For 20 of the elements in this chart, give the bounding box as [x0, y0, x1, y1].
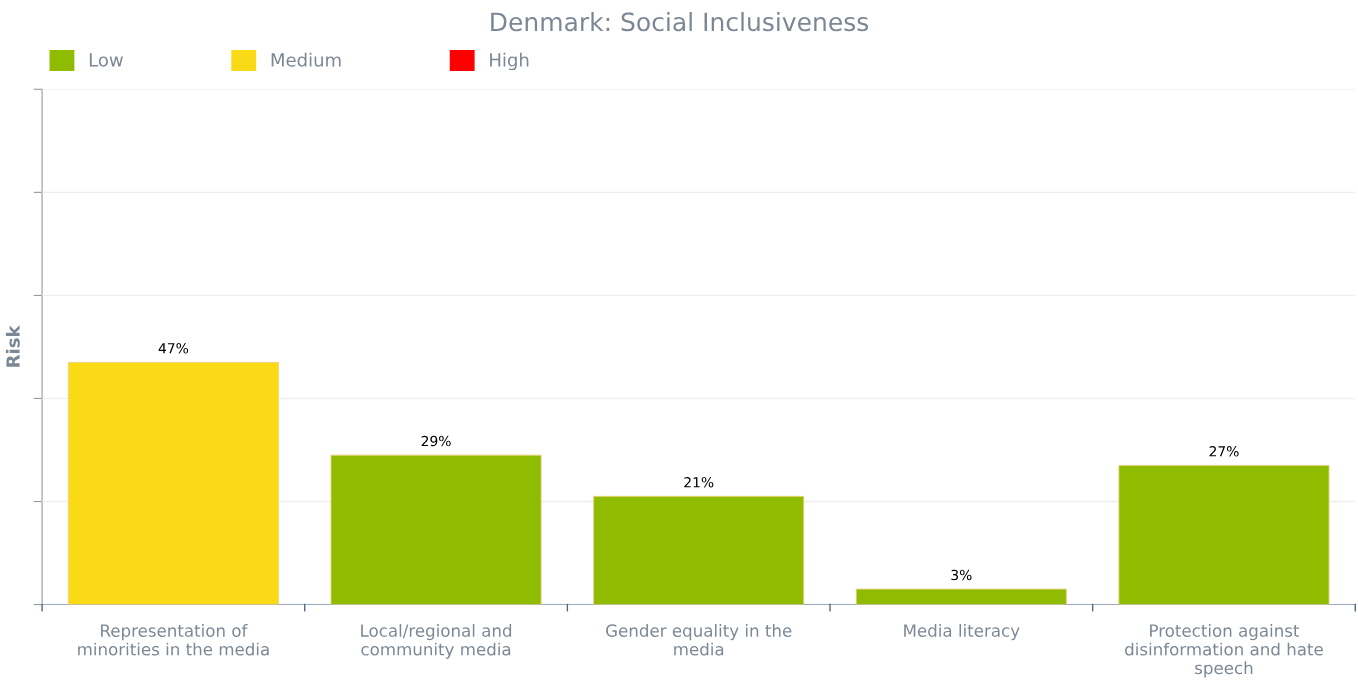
bar — [330, 454, 542, 605]
legend-label: Low — [89, 53, 123, 67]
x-tick-label: Representation of minorities in the media — [78, 624, 269, 656]
x-tick-label: Local/regional and community media — [361, 624, 512, 659]
chart-title: Denmark: Social Inclusiveness — [491, 11, 869, 32]
data-label: 47% — [158, 343, 189, 354]
bar — [1118, 465, 1330, 605]
x-tick-label: Gender equality in the media — [606, 624, 792, 656]
data-label: 27% — [1209, 446, 1239, 457]
bar — [855, 588, 1067, 605]
data-label: 21% — [684, 476, 714, 488]
legend-label: High — [490, 52, 529, 71]
bar — [67, 361, 279, 605]
bar — [593, 495, 805, 605]
data-label: 29% — [421, 435, 451, 447]
data-label: 3% — [951, 569, 972, 581]
legend-label: Medium — [271, 52, 341, 67]
x-tick-label: Protection against disinformation and hate speech — [1125, 624, 1323, 678]
x-tick-label: Media literacy — [904, 624, 1020, 641]
y-axis-title: Risk — [5, 325, 20, 367]
